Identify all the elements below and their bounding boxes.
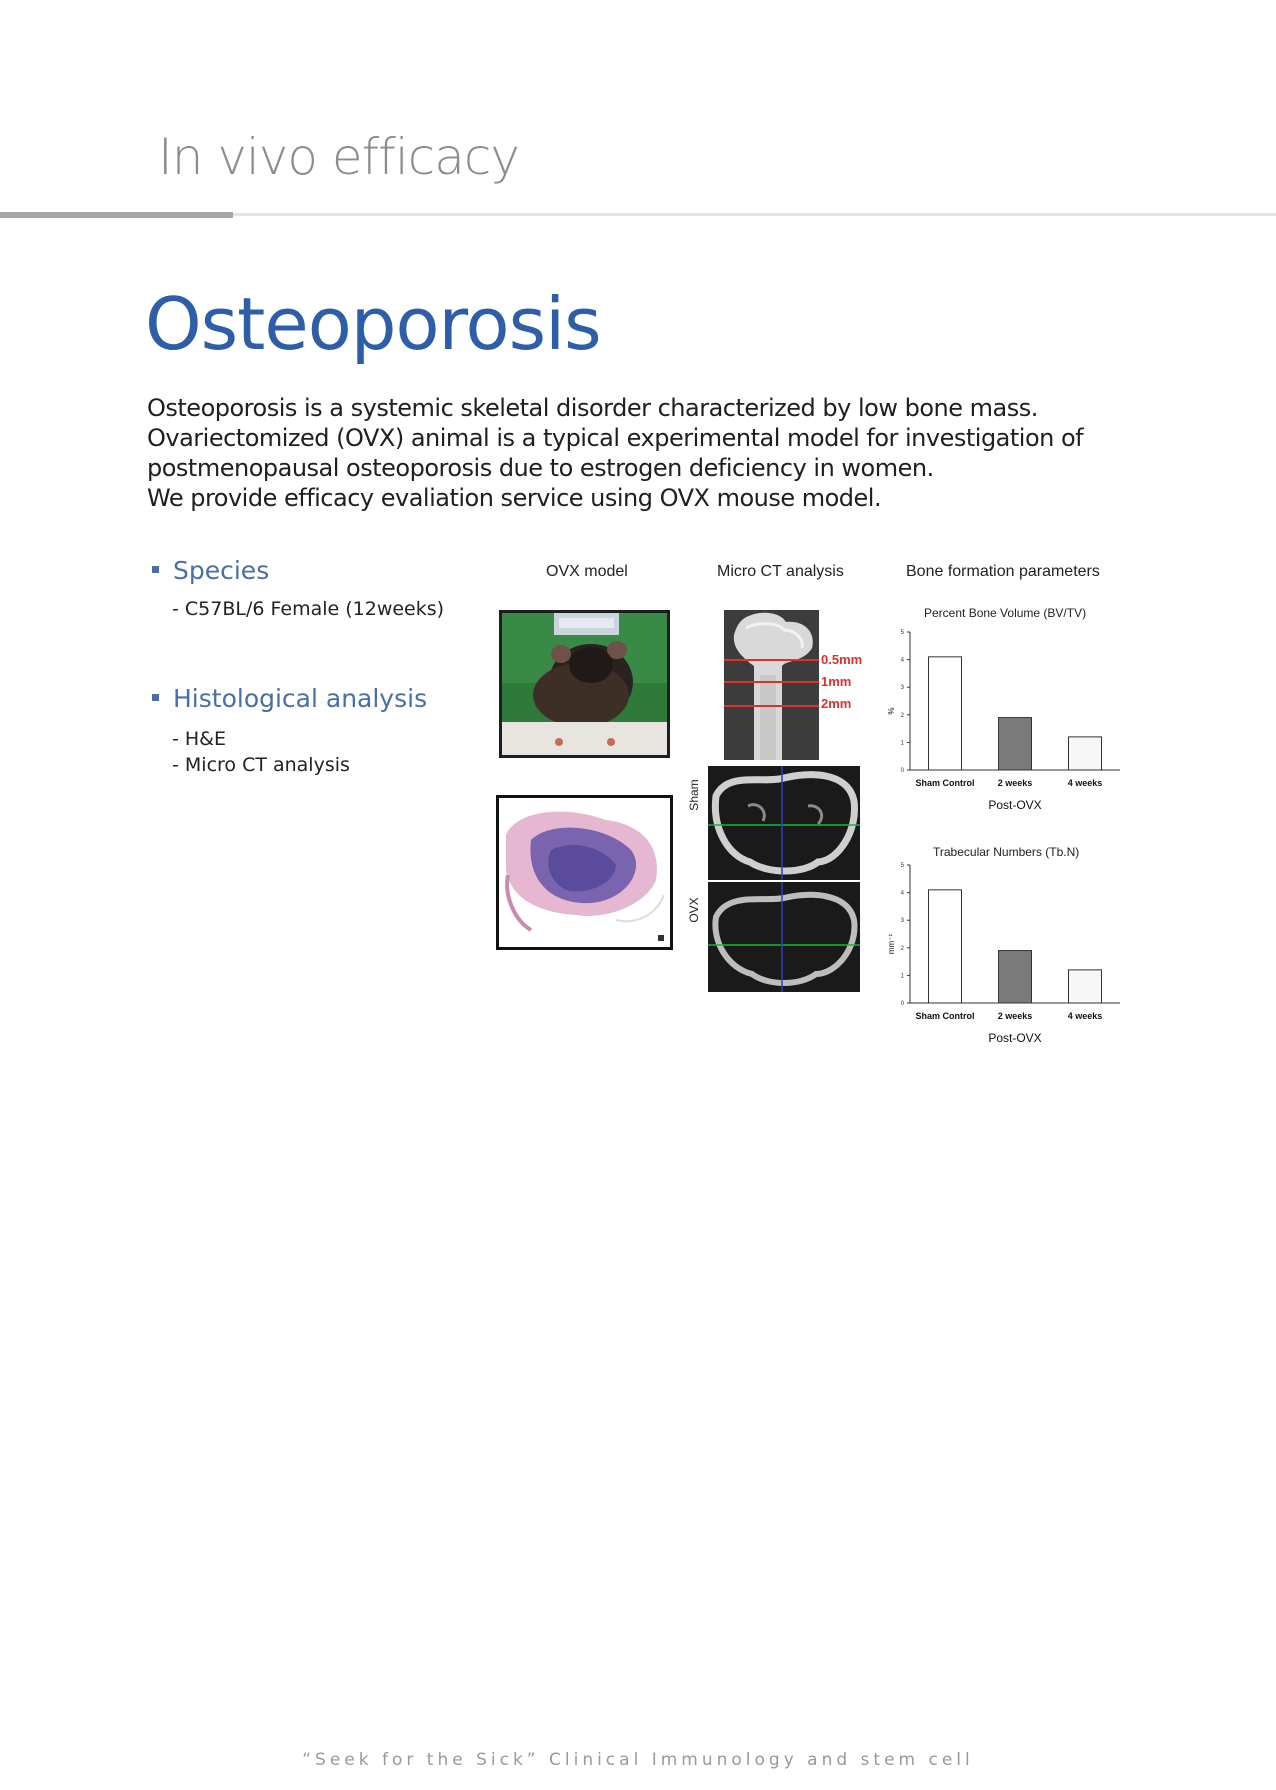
category-label: 4 weeks <box>1068 1011 1103 1021</box>
y-tick-label: 0 <box>901 768 905 774</box>
ct-group-label-sham: Sham <box>687 779 701 811</box>
intro-line: Ovariectomized (OVX) animal is a typical… <box>147 424 1084 452</box>
intro-line: postmenopausal osteoporosis due to estro… <box>147 454 934 482</box>
bar <box>928 656 962 771</box>
y-axis-label: mm⁻¹ <box>887 934 896 955</box>
ct-section-sham <box>708 766 860 880</box>
y-axis-label: % <box>887 707 896 714</box>
ct-mark-line <box>724 681 819 683</box>
y-tick-label: 2 <box>901 713 905 719</box>
ct-mark-label: 1mm <box>821 674 852 689</box>
histology-heading-label: Histological analysis <box>173 684 428 713</box>
page-title: Osteoporosis <box>145 282 602 366</box>
chart-title: Percent Bone Volume (BV/TV) <box>924 606 1087 620</box>
ct-mark-line <box>724 659 819 661</box>
histology-item: - H&E <box>172 728 227 750</box>
ovx-mouse-photo <box>499 610 670 758</box>
bullet-square-icon <box>152 693 159 701</box>
histology-heading: Histological analysis <box>152 684 427 713</box>
y-tick-label: 5 <box>901 630 905 636</box>
y-tick-label: 3 <box>901 918 905 924</box>
y-tick-label: 1 <box>901 740 905 746</box>
footer-tagline: “Seek for the Sick” Clinical Immunology … <box>302 1750 974 1770</box>
species-item: - C57BL/6 Female (12weeks) <box>172 598 445 620</box>
category-label: 2 weeks <box>998 1011 1033 1021</box>
ct-mark-label: 2mm <box>821 696 852 711</box>
ct-section-ovx <box>708 882 860 992</box>
y-tick-label: 3 <box>901 685 905 691</box>
section-title: In vivo efficacy <box>158 128 520 186</box>
chart-title: Trabecular Numbers (Tb.N) <box>933 845 1080 859</box>
intro-paragraph: Osteoporosis is a systemic skeletal diso… <box>147 393 1107 513</box>
y-tick-label: 4 <box>901 891 905 897</box>
species-heading: Species <box>152 556 269 585</box>
bar <box>998 717 1032 771</box>
category-label: Sham Control <box>915 1011 974 1021</box>
bar <box>998 950 1032 1004</box>
category-label: 4 weeks <box>1068 778 1103 788</box>
x-axis-label: Post-OVX <box>988 1031 1041 1045</box>
header-rule-accent <box>0 212 233 218</box>
category-label: Sham Control <box>915 778 974 788</box>
category-label: 2 weeks <box>998 778 1033 788</box>
header-rule <box>0 213 1276 216</box>
he-histology-image <box>496 795 673 950</box>
intro-line: Osteoporosis is a systemic skeletal diso… <box>147 394 1038 422</box>
intro-line: We provide efficacy evaliation service u… <box>147 484 882 512</box>
x-axis-label: Post-OVX <box>988 798 1041 812</box>
y-tick-label: 0 <box>901 1001 905 1007</box>
ct-mark-line <box>724 705 819 707</box>
y-tick-label: 2 <box>901 946 905 952</box>
ct-group-label-ovx: OVX <box>687 897 701 923</box>
histology-item: - Micro CT analysis <box>172 754 350 776</box>
species-heading-label: Species <box>173 556 270 585</box>
bar-chart-tb-n: 0 1 2 3 4 5 Sham Control 2 weeks 4 weeks Post-OVX… <box>887 863 1120 1045</box>
ovx-model-heading: OVX model <box>546 563 628 580</box>
bar <box>1068 969 1102 1004</box>
micro-ct-femur-image <box>724 610 819 760</box>
micro-ct-heading: Micro CT analysis <box>717 563 844 580</box>
y-tick-label: 1 <box>901 973 905 979</box>
bar-chart-bv-tv: 0 1 2 3 4 5 Sham Control 2 weeks 4 weeks Post-OVX… <box>887 630 1120 812</box>
ct-mark-label: 0.5mm <box>821 652 863 667</box>
y-tick-label: 4 <box>901 658 905 664</box>
bar <box>1068 736 1102 771</box>
bar <box>928 889 962 1004</box>
bullet-square-icon <box>152 565 159 573</box>
y-tick-label: 5 <box>901 863 905 869</box>
bone-formation-heading: Bone formation parameters <box>906 563 1100 580</box>
